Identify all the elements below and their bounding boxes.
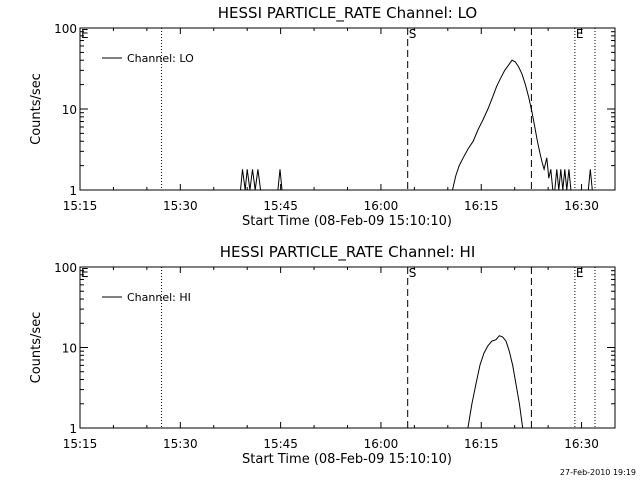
y-tick-label: 100 bbox=[54, 22, 77, 36]
series-line-0 bbox=[240, 59, 593, 191]
x-tick-label: 16:15 bbox=[464, 199, 499, 213]
y-axis-label: Counts/sec bbox=[29, 312, 44, 384]
x-tick-label: 16:00 bbox=[364, 437, 399, 451]
marker-label: E bbox=[81, 27, 89, 41]
y-tick-label: 1 bbox=[69, 184, 77, 198]
y-tick-label: 100 bbox=[54, 261, 77, 275]
x-tick-label: 16:15 bbox=[464, 437, 499, 451]
marker-label: E bbox=[81, 266, 89, 280]
y-tick-label: 1 bbox=[69, 422, 77, 436]
marker-label: S bbox=[409, 266, 417, 280]
x-tick-label: 16:30 bbox=[564, 437, 599, 451]
legend-label: Channel: HI bbox=[127, 291, 191, 304]
x-tick-label: 16:00 bbox=[364, 199, 399, 213]
marker-label: S bbox=[409, 27, 417, 41]
x-tick-label: 15:45 bbox=[263, 199, 298, 213]
footer-timestamp: 27-Feb-2010 19:19 bbox=[560, 468, 636, 477]
x-tick-label: 16:30 bbox=[564, 199, 599, 213]
legend-label: Channel: LO bbox=[127, 52, 194, 65]
series-line-0 bbox=[467, 335, 524, 429]
marker-label: E bbox=[576, 266, 584, 280]
x-tick-label: 15:30 bbox=[163, 437, 198, 451]
x-tick-label: 15:30 bbox=[163, 199, 198, 213]
x-axis-label: Start Time (08-Feb-09 15:10:10) bbox=[242, 452, 452, 467]
y-tick-label: 10 bbox=[62, 103, 77, 117]
marker-label: E bbox=[576, 27, 584, 41]
x-tick-label: 15:45 bbox=[263, 437, 298, 451]
chart-panel-0: HESSI PARTICLE_RATE Channel: LO Start Tim… bbox=[29, 4, 616, 229]
x-tick-label: 15:15 bbox=[63, 199, 98, 213]
chart-title: HESSI PARTICLE_RATE Channel: HI bbox=[220, 243, 476, 262]
y-tick-label: 10 bbox=[62, 342, 77, 356]
chart-title: HESSI PARTICLE_RATE Channel: LO bbox=[218, 4, 477, 23]
y-axis-label: Counts/sec bbox=[29, 73, 44, 145]
chart-panel-1: HESSI PARTICLE_RATE Channel: HI Start Tim… bbox=[29, 243, 616, 467]
x-tick-label: 15:15 bbox=[63, 437, 98, 451]
x-axis-label: Start Time (08-Feb-09 15:10:10) bbox=[242, 214, 452, 229]
